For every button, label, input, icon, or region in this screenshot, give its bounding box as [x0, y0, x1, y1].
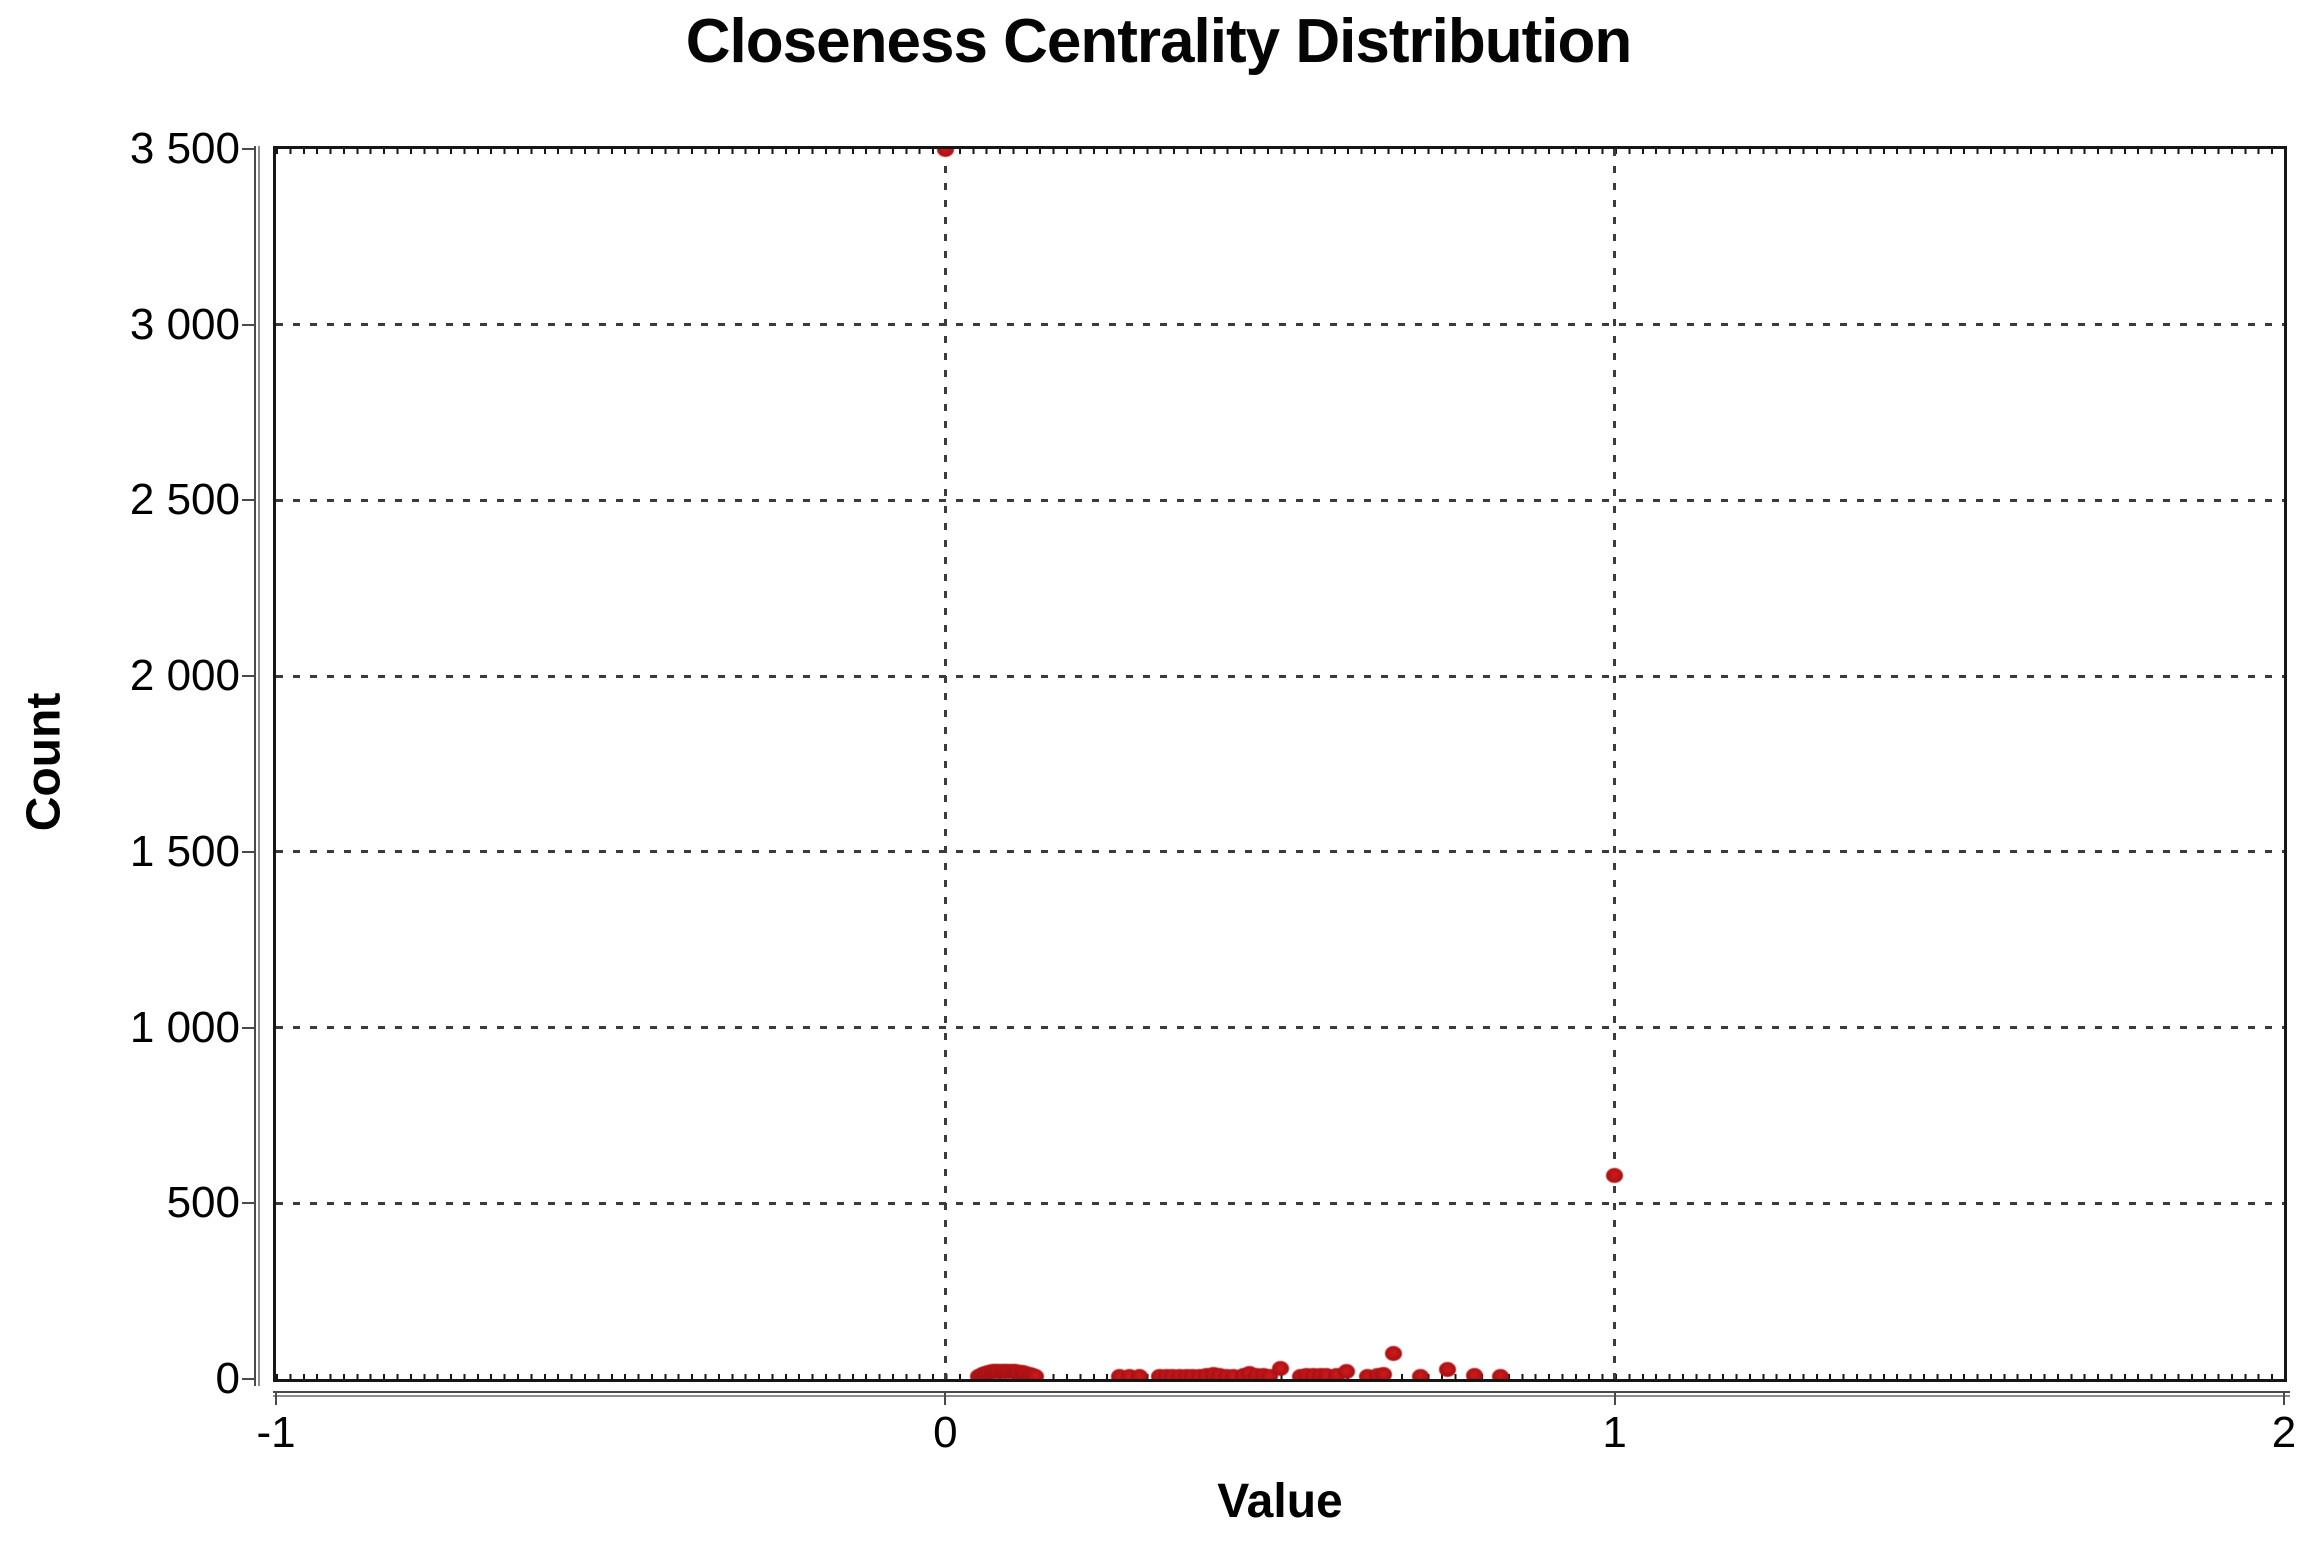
horizontal-gridline: [276, 1026, 2284, 1030]
data-point: [1438, 1361, 1456, 1377]
y-tick-mark: [242, 499, 255, 502]
data-point: [1492, 1368, 1510, 1379]
x-axis-line: [273, 1391, 2290, 1397]
y-tick-mark: [242, 1378, 255, 1380]
y-tick-label: 1 000: [129, 1002, 240, 1052]
vertical-gridline: [1613, 149, 1617, 1379]
y-tick-label: 2 000: [129, 651, 240, 701]
y-tick-label: 0: [215, 1354, 240, 1403]
y-tick-label: 2 500: [129, 475, 240, 525]
y-axis-title: Count: [17, 692, 71, 832]
data-point: [1120, 1368, 1138, 1379]
bottom-minor-ticks: [276, 1374, 2284, 1379]
x-tick-mark: [944, 1391, 947, 1405]
y-tick-mark: [242, 1202, 255, 1205]
data-point: [1318, 1368, 1336, 1379]
data-point: [1261, 1368, 1279, 1379]
x-tick-label: -1: [256, 1408, 296, 1457]
plot-area: [273, 146, 2287, 1382]
x-tick-mark: [1613, 1391, 1616, 1405]
x-tick-label: 2: [2271, 1408, 2297, 1457]
horizontal-gridline: [276, 498, 2284, 502]
x-tick-label: 0: [933, 1408, 958, 1457]
y-tick-label: 1 500: [129, 826, 240, 876]
data-point: [1110, 1369, 1128, 1379]
vertical-gridline: [943, 149, 947, 1379]
data-point: [1338, 1364, 1356, 1379]
x-tick-mark: [275, 1391, 277, 1405]
data-point: [1027, 1369, 1045, 1379]
data-point: [1606, 1167, 1624, 1183]
data-point: [1385, 1346, 1403, 1362]
plot-inner-area: [276, 149, 2284, 1379]
y-tick-mark: [242, 850, 255, 853]
data-point: [1328, 1368, 1346, 1379]
y-tick-mark: [242, 323, 255, 326]
y-tick-mark: [242, 675, 255, 678]
x-tick-label: 1: [1602, 1408, 1627, 1457]
x-tick-mark: [2283, 1391, 2285, 1405]
horizontal-gridline: [276, 850, 2284, 854]
data-point: [1224, 1368, 1242, 1379]
data-point: [1358, 1368, 1376, 1379]
data-point: [936, 149, 954, 157]
chart-title: Closeness Centrality Distribution: [685, 7, 1632, 76]
y-axis-line: [254, 146, 260, 1386]
data-point: [1465, 1367, 1483, 1379]
y-tick-label: 3 000: [129, 299, 240, 349]
y-tick-mark: [242, 148, 255, 150]
y-tick-mark: [242, 1026, 255, 1029]
y-tick-label: 500: [166, 1178, 240, 1228]
x-axis-title: Value: [1217, 1475, 1343, 1528]
horizontal-gridline: [276, 1201, 2284, 1205]
data-point: [1271, 1360, 1289, 1376]
data-point: [1375, 1367, 1393, 1379]
top-minor-ticks: [276, 149, 2284, 154]
data-point: [1130, 1369, 1148, 1379]
horizontal-gridline: [276, 674, 2284, 678]
data-point: [1412, 1368, 1430, 1379]
horizontal-gridline: [276, 323, 2284, 327]
y-tick-label: 3 500: [129, 124, 240, 173]
